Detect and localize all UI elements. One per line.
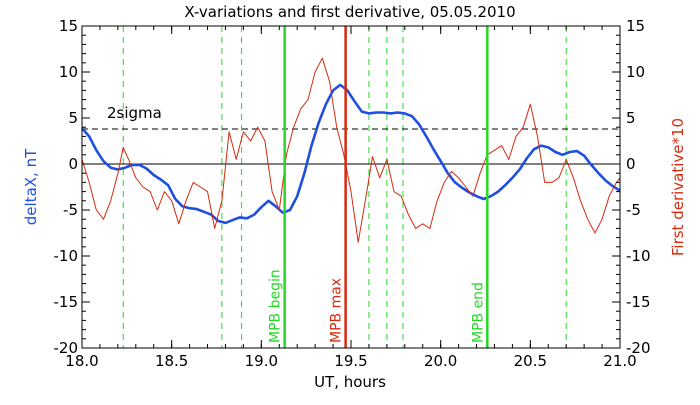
x-tick-label: 19.5 bbox=[334, 352, 367, 370]
dashed-marker-group bbox=[122, 26, 567, 348]
y-tick-label-left: 10 bbox=[59, 63, 78, 81]
y-tick-label-left: -10 bbox=[54, 247, 79, 265]
chart-title: X-variations and first derivative, 05.05… bbox=[184, 3, 515, 21]
x-tick-label: 20.5 bbox=[514, 352, 547, 370]
x-tick-label: 20.0 bbox=[424, 352, 457, 370]
derivative-series-line bbox=[81, 57, 621, 243]
y-tick-label-right: -5 bbox=[626, 201, 641, 219]
x-tick-label: 21.0 bbox=[603, 352, 636, 370]
y-axis-label-right: First derivative*10 bbox=[669, 118, 687, 256]
y-tick-label-right: 10 bbox=[626, 63, 645, 81]
y-tick-label-right: 15 bbox=[626, 17, 645, 35]
x-tick-label: 18.5 bbox=[155, 352, 188, 370]
y-tick-label-right: 0 bbox=[626, 155, 636, 173]
y-tick-label-left: 15 bbox=[59, 17, 78, 35]
plot-frame bbox=[81, 25, 621, 349]
event-label: MPB max bbox=[329, 278, 345, 343]
y-tick-label-right: -20 bbox=[626, 339, 651, 357]
x-tick-label: 19.0 bbox=[245, 352, 278, 370]
y-tick-label-right: -10 bbox=[626, 247, 651, 265]
y-tick-label-left: -5 bbox=[63, 201, 78, 219]
event-label: MPB end bbox=[470, 282, 486, 343]
event-label: MPB begin bbox=[268, 269, 284, 343]
event-lines: MPB begin MPB max MPB end bbox=[268, 26, 489, 348]
y-axis-label-left: deltaX, nT bbox=[22, 148, 40, 225]
axis-ticks: 18.0 18.5 19.0 19.5 20.0 20.5 21.0 15 10 5 0 -5 -10 -… bbox=[54, 17, 651, 370]
x-axis-label: UT, hours bbox=[314, 373, 386, 391]
y-tick-label-right: 5 bbox=[626, 109, 636, 127]
x-tick-label: 18.0 bbox=[65, 352, 98, 370]
reference-lines bbox=[82, 128, 620, 165]
y-tick-label-left: -15 bbox=[54, 293, 79, 311]
threshold-label: 2sigma bbox=[107, 104, 162, 122]
series-group bbox=[81, 57, 621, 243]
deltax-series-line bbox=[81, 83, 621, 225]
y-tick-label-right: -15 bbox=[626, 293, 651, 311]
y-tick-label-left: -20 bbox=[54, 339, 79, 357]
y-tick-label-left: 5 bbox=[68, 109, 78, 127]
y-tick-label-left: 0 bbox=[68, 155, 78, 173]
